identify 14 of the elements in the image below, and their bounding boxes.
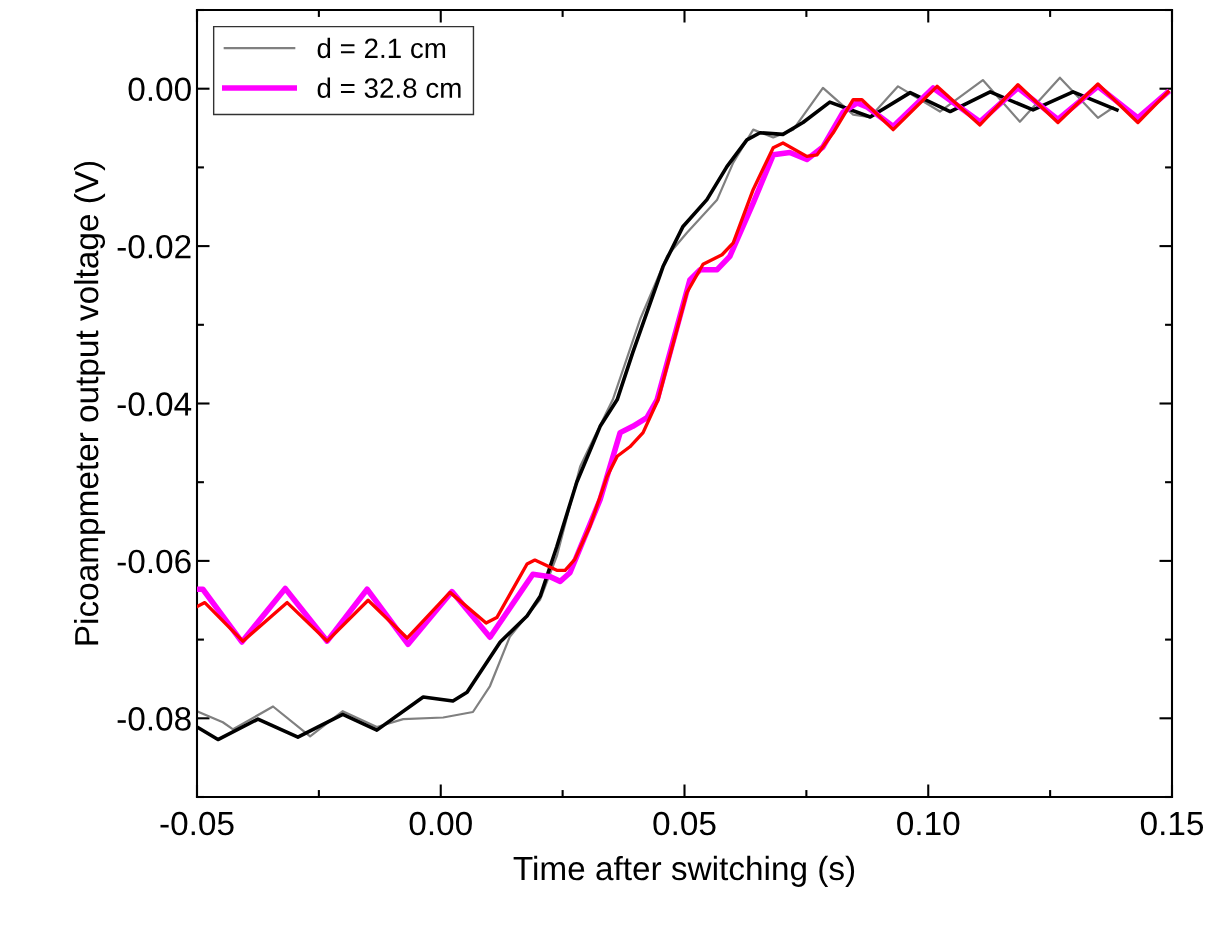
legend-label: d = 32.8 cm bbox=[317, 77, 461, 98]
x-tick-label: 0.15 bbox=[1140, 811, 1204, 836]
x-axis-title: Time after switching (s) bbox=[513, 855, 855, 887]
x-tick-label: 0.00 bbox=[409, 811, 472, 836]
y-tick-label: -0.08 bbox=[117, 707, 191, 731]
y-tick-label: -0.04 bbox=[117, 392, 192, 416]
y-tick-label: 0.00 bbox=[128, 77, 191, 102]
legend-label: d = 2.1 cm bbox=[317, 37, 446, 59]
x-tick-label: -0.05 bbox=[160, 811, 234, 836]
y-tick-label: -0.02 bbox=[117, 234, 191, 259]
y-axis-title: Picoampmeter output voltage (V) bbox=[73, 161, 106, 645]
y-tick-label: -0.06 bbox=[117, 549, 191, 574]
x-tick-label: 0.10 bbox=[897, 811, 960, 836]
x-tick-label: 0.05 bbox=[653, 811, 716, 836]
